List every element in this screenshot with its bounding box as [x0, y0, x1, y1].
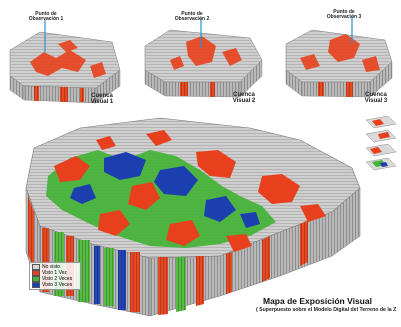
legend-swatch — [32, 264, 40, 270]
basin-1-block — [9, 20, 121, 104]
legend-item-seen-twice: Visto 2 Veces — [32, 276, 78, 282]
observation-point-3-label: Punto de Observación 3 — [326, 9, 362, 20]
basin-3-label: Cuenca Visual 3 — [364, 92, 388, 104]
map-subtitle: ( Superpuesto sobre el Modelo Digital de… — [256, 307, 397, 313]
map-title: Mapa de Exposición Visual — [263, 296, 372, 306]
legend-label: Visto 2 Veces — [42, 276, 73, 282]
legend-label: No visto — [42, 264, 61, 270]
main-exposure-block — [25, 117, 361, 317]
layer-stack-icon — [365, 115, 397, 171]
legend: No visto Visto 1 Vez Visto 2 Veces Visto… — [29, 262, 81, 290]
legend-swatch — [32, 282, 40, 288]
basin-1-label: Cuenca Visual 1 — [90, 93, 114, 105]
basin-2-block — [144, 18, 263, 98]
observation-point-1-label: Punto de Observación 1 — [28, 11, 64, 22]
legend-item-seen-once: Visto 1 Vez — [32, 270, 78, 276]
legend-item-seen-thrice: Visto 3 Veces — [32, 282, 78, 288]
legend-swatch — [32, 270, 40, 276]
observation-point-2-label: Punto de Observación 2 — [174, 11, 210, 22]
basin-3-block — [285, 16, 393, 98]
legend-swatch — [32, 276, 40, 282]
legend-item-not-seen: No visto — [32, 264, 78, 270]
legend-label: Visto 3 Veces — [42, 282, 73, 288]
legend-label: Visto 1 Vez — [42, 270, 67, 276]
basin-2-label: Cuenca Visual 2 — [232, 92, 256, 104]
